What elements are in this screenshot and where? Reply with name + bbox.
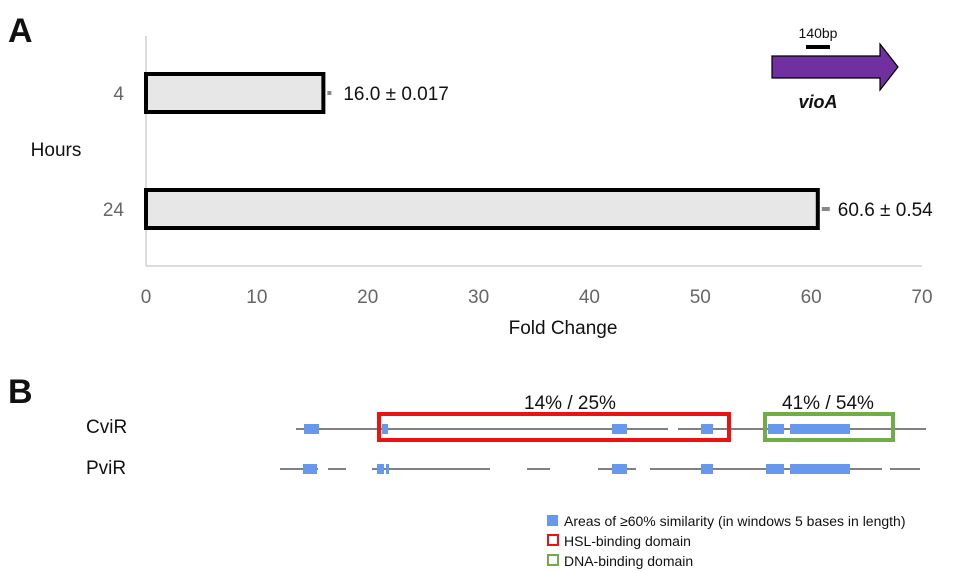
x-tick-label: 0: [141, 287, 152, 308]
hsl-similarity-percent: 14% / 25%: [524, 393, 616, 414]
dna-binding-domain-box: [763, 412, 895, 442]
similarity-block: [377, 464, 384, 474]
pvir-similarity-blocks: [303, 464, 850, 474]
bar-4-hours: [144, 72, 326, 114]
similarity-block: [304, 424, 319, 434]
legend-similarity-swatch: [547, 515, 558, 526]
similarity-block: [386, 464, 389, 474]
x-axis-title: Fold Change: [509, 318, 618, 339]
similarity-block: [768, 424, 784, 434]
cvir-gap: [668, 426, 678, 432]
similarity-block: [790, 464, 850, 474]
alignment-diagram: CviR PviR: [86, 393, 926, 479]
legend-dna-swatch: [547, 554, 559, 566]
vioa-gene-diagram: 140bp vioA: [771, 25, 899, 112]
hsl-binding-domain-box: [377, 412, 731, 442]
bar-24-hours: [144, 188, 820, 230]
y-tick-label: 4: [113, 84, 124, 105]
x-tick-label: 10: [246, 287, 267, 308]
x-tick-label: 40: [579, 287, 600, 308]
similarity-block: [382, 424, 388, 434]
pvir-sequence-line: [280, 428, 920, 470]
legend-dna-label: DNA-binding domain: [564, 553, 693, 569]
x-tick-label: 30: [468, 287, 489, 308]
panel-a-letter: A: [8, 12, 33, 50]
similarity-block: [766, 464, 784, 474]
bar-value-label: 16.0 ± 0.017: [343, 84, 449, 105]
x-tick-label: 20: [357, 287, 378, 308]
similarity-block: [701, 464, 713, 474]
cvir-similarity-blocks: [304, 424, 850, 434]
legend: Areas of ≥60% similarity (in windows 5 b…: [547, 513, 906, 569]
legend-similarity-label: Areas of ≥60% similarity (in windows 5 b…: [564, 513, 906, 529]
x-tick-label: 70: [911, 287, 932, 308]
protein-label-pvir: PviR: [86, 458, 126, 479]
similarity-block: [612, 424, 627, 434]
dna-similarity-percent: 41% / 54%: [782, 393, 874, 414]
x-tick-label: 60: [801, 287, 822, 308]
gene-arrow: [771, 42, 899, 92]
similarity-block: [303, 464, 317, 474]
protein-label-cvir: CviR: [86, 417, 127, 438]
similarity-block: [790, 424, 850, 434]
legend-hsl-swatch: [547, 534, 559, 546]
gene-name: vioA: [798, 92, 837, 112]
similarity-block: [612, 464, 627, 474]
similarity-block: [701, 424, 713, 434]
y-tick-label: 24: [103, 200, 125, 221]
x-tick-label: 50: [690, 287, 711, 308]
legend-hsl-label: HSL-binding domain: [564, 533, 691, 549]
panel-b-letter: B: [8, 373, 33, 411]
bar-value-label: 60.6 ± 0.54: [838, 200, 933, 221]
y-axis-title: Hours: [31, 140, 82, 161]
scale-bar-label: 140bp: [799, 25, 838, 41]
